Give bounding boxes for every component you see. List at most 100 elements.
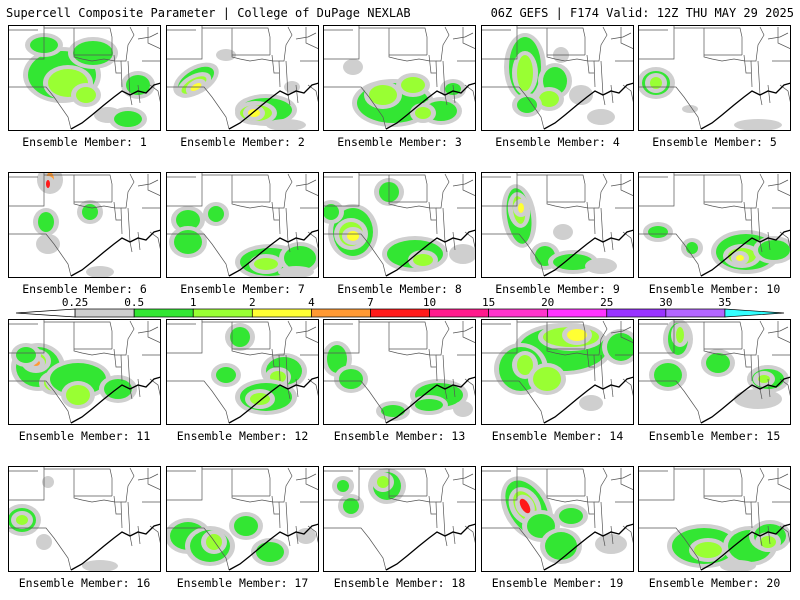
ensemble-member-label: Ensemble Member: 14 bbox=[491, 429, 624, 443]
scp-contour-fill bbox=[736, 255, 744, 261]
coastline bbox=[543, 229, 634, 277]
ensemble-member-label: Ensemble Member: 1 bbox=[22, 135, 147, 149]
scp-field bbox=[667, 520, 791, 572]
state-border bbox=[137, 525, 141, 545]
state-border bbox=[462, 27, 476, 50]
ensemble-member-label: Ensemble Member: 7 bbox=[180, 282, 305, 296]
scp-contour-fill bbox=[415, 399, 443, 411]
state-border bbox=[452, 179, 474, 187]
scp-contour-fill bbox=[343, 59, 363, 75]
state-border bbox=[323, 233, 387, 277]
state-border bbox=[121, 467, 135, 503]
state-border bbox=[147, 321, 161, 344]
colorbar-tick-label: 25 bbox=[600, 296, 613, 309]
colorbar-arrow-low bbox=[15, 308, 76, 318]
state-border bbox=[8, 380, 72, 424]
state-border bbox=[428, 495, 436, 515]
state-border bbox=[271, 495, 279, 515]
state-border bbox=[137, 179, 159, 187]
colorbar-tick-label: 20 bbox=[541, 296, 554, 309]
scp-contour-fill bbox=[595, 534, 627, 554]
colorbar-tick-label: 30 bbox=[659, 296, 672, 309]
ensemble-member-map bbox=[8, 319, 161, 425]
state-border bbox=[121, 26, 135, 62]
state-border bbox=[8, 321, 123, 382]
coastline bbox=[70, 376, 161, 424]
colorbar-tick-label: 35 bbox=[718, 296, 731, 309]
ensemble-member-map bbox=[638, 466, 791, 572]
ensemble-member-label: Ensemble Member: 19 bbox=[491, 576, 624, 590]
state-border bbox=[305, 174, 319, 197]
panel-frame bbox=[323, 319, 476, 425]
scp-contour-fill bbox=[607, 333, 634, 361]
state-border bbox=[751, 173, 765, 209]
state-border bbox=[481, 321, 596, 382]
ensemble-member-map bbox=[166, 25, 319, 131]
state-border bbox=[8, 27, 123, 88]
colorbar-tick-label: 10 bbox=[423, 296, 436, 309]
scp-contour-fill bbox=[734, 389, 782, 409]
scp-contour-fill bbox=[36, 534, 52, 550]
scp-contour-fill bbox=[369, 85, 397, 105]
scp-contour-fill bbox=[36, 234, 60, 254]
state-border bbox=[166, 27, 281, 88]
scp-contour-fill bbox=[676, 327, 684, 343]
state-border bbox=[610, 378, 614, 398]
ensemble-member-label: Ensemble Member: 3 bbox=[337, 135, 462, 149]
scp-contour-fill bbox=[401, 77, 425, 93]
state-border bbox=[305, 321, 319, 344]
scp-contour-fill bbox=[517, 355, 533, 375]
scp-contour-fill bbox=[82, 560, 118, 572]
state-border bbox=[166, 468, 281, 529]
scp-contour-fill bbox=[449, 244, 476, 264]
ensemble-member-map bbox=[481, 319, 634, 425]
panel-frame bbox=[481, 25, 634, 131]
scp-contour-fill bbox=[86, 266, 114, 278]
state-border bbox=[113, 54, 121, 74]
state-border bbox=[767, 179, 789, 187]
panel-frame bbox=[638, 172, 791, 278]
colorbar-swatch bbox=[665, 308, 726, 318]
panel-frame bbox=[8, 25, 161, 131]
state-border bbox=[481, 233, 545, 277]
scp-contour-fill bbox=[337, 480, 349, 492]
ensemble-member-map bbox=[323, 319, 476, 425]
state-border bbox=[74, 27, 113, 55]
scp-contour-fill bbox=[174, 230, 202, 254]
state-border bbox=[767, 231, 771, 251]
state-border bbox=[305, 27, 319, 50]
state-border bbox=[547, 321, 586, 349]
scp-contour-fill bbox=[343, 498, 359, 514]
map-title: Supercell Composite Parameter | College … bbox=[6, 6, 411, 20]
ensemble-member-label: Ensemble Member: 15 bbox=[648, 429, 781, 443]
state-border bbox=[751, 26, 765, 62]
state-border bbox=[586, 54, 594, 74]
ensemble-panel bbox=[638, 172, 791, 278]
state-border bbox=[295, 326, 317, 334]
state-border bbox=[8, 527, 72, 571]
state-border bbox=[137, 326, 159, 334]
ensemble-panel bbox=[166, 25, 319, 131]
colorbar-tick-label: 7 bbox=[367, 296, 374, 309]
ensemble-member-label: Ensemble Member: 16 bbox=[18, 576, 151, 590]
state-border bbox=[323, 321, 438, 382]
state-border bbox=[610, 473, 632, 481]
state-border bbox=[166, 321, 281, 382]
state-border bbox=[704, 468, 743, 496]
state-border bbox=[428, 348, 436, 368]
state-border bbox=[767, 525, 771, 545]
ensemble-member-map bbox=[638, 319, 791, 425]
state-border bbox=[295, 32, 317, 40]
state-border bbox=[323, 174, 438, 235]
state-border bbox=[436, 173, 450, 209]
state-border bbox=[295, 231, 299, 251]
ensemble-member-label: Ensemble Member: 17 bbox=[176, 576, 309, 590]
state-border bbox=[638, 468, 753, 529]
colorbar-swatch bbox=[488, 308, 549, 318]
state-border bbox=[610, 231, 614, 251]
ensemble-member-label: Ensemble Member: 20 bbox=[648, 576, 781, 590]
ensemble-panel bbox=[166, 172, 319, 278]
colorbar-arrow-high bbox=[724, 308, 785, 318]
state-border bbox=[323, 86, 387, 130]
scp-contour-fill bbox=[650, 77, 662, 89]
